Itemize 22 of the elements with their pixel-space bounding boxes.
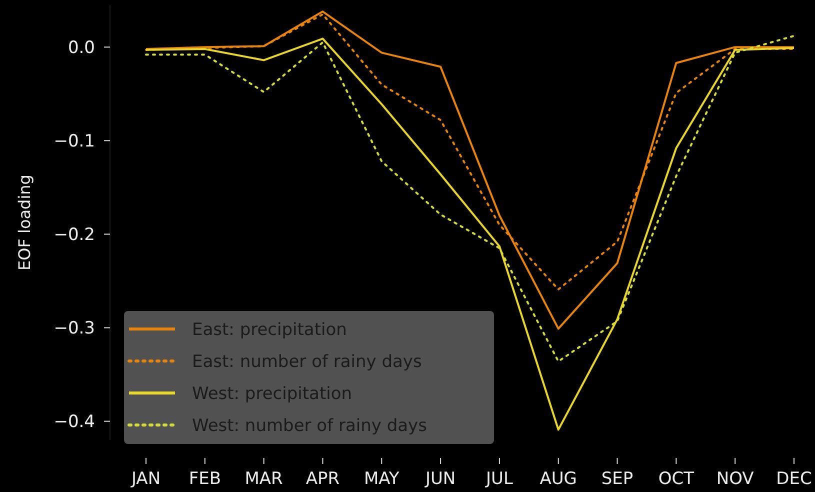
x-tick-label: NOV — [716, 469, 754, 489]
x-tick-label: AUG — [540, 469, 577, 489]
y-tick-label: −0.4 — [54, 412, 95, 432]
x-tick-label: SEP — [601, 469, 634, 489]
x-tick-label: JUN — [424, 469, 456, 489]
y-tick-label: −0.3 — [54, 318, 95, 339]
x-tick-label: MAR — [244, 469, 284, 489]
y-tick-label: −0.1 — [54, 132, 95, 152]
y-axis-title: EOF loading — [15, 174, 34, 270]
x-tick-label: FEB — [188, 469, 222, 489]
x-tick-label: MAY — [364, 469, 400, 489]
x-tick-label: OCT — [658, 469, 695, 489]
y-tick-label: −0.2 — [54, 225, 95, 246]
y-tick-label: 0.0 — [68, 38, 95, 58]
x-tick-label: APR — [306, 469, 340, 489]
legend-label: East: precipitation — [192, 320, 347, 340]
legend-label: West: number of rainy days — [192, 416, 428, 436]
x-tick-label: JAN — [130, 469, 161, 489]
legend-label: West: precipitation — [192, 384, 352, 404]
legend-label: East: number of rainy days — [192, 352, 422, 372]
x-tick-label: DEC — [776, 469, 812, 489]
x-tick-label: JUL — [484, 469, 514, 489]
